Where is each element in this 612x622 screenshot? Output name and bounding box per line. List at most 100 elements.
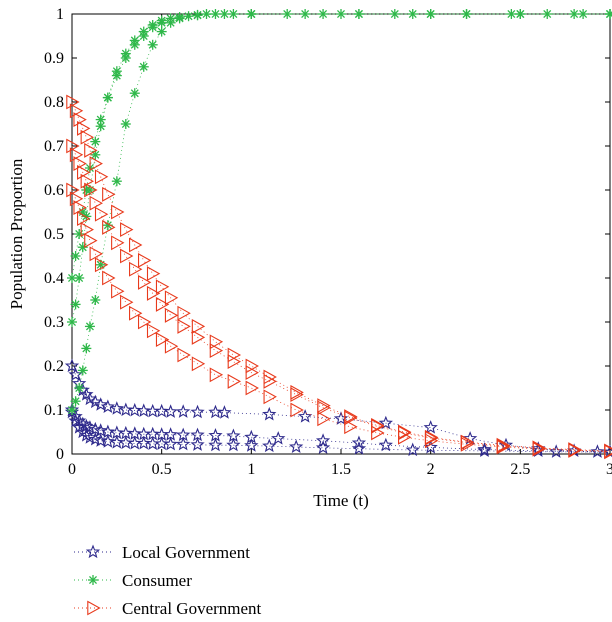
data-point <box>405 442 420 457</box>
series-layer <box>64 9 612 460</box>
data-point <box>177 318 191 334</box>
legend-marker <box>88 575 98 585</box>
data-point <box>315 440 331 454</box>
y-tick-label: 0.5 <box>44 226 64 243</box>
legend-entry: Central Government <box>74 599 262 618</box>
data-point <box>164 338 179 354</box>
data-point <box>90 295 101 305</box>
data-point <box>226 437 241 452</box>
data-point <box>120 48 131 59</box>
data-point <box>176 404 191 418</box>
x-tick-label: 1 <box>247 461 255 478</box>
data-point <box>68 413 83 428</box>
data-point <box>496 439 511 455</box>
data-point <box>163 436 178 451</box>
data-point <box>146 266 161 282</box>
data-point <box>111 283 125 299</box>
x-tick-label: 2.5 <box>510 461 530 478</box>
data-point <box>120 119 131 129</box>
data-point <box>424 433 439 449</box>
data-point <box>93 423 108 437</box>
data-point <box>371 425 385 441</box>
data-point <box>407 9 418 19</box>
data-point <box>289 439 304 454</box>
data-point <box>93 433 108 447</box>
data-point <box>90 136 101 147</box>
data-point <box>137 274 152 290</box>
legend-label: Consumer <box>122 571 192 590</box>
data-point <box>129 305 143 321</box>
y-tick-label: 0.7 <box>44 138 64 155</box>
y-tick-label: 0.1 <box>44 402 64 419</box>
x-tick-label: 0.5 <box>152 461 172 478</box>
data-point <box>208 437 223 452</box>
data-point <box>156 15 167 26</box>
data-point <box>129 237 143 253</box>
data-point <box>177 347 191 363</box>
y-tick-label: 0 <box>56 446 64 463</box>
data-point <box>317 400 331 416</box>
data-point <box>315 433 331 447</box>
x-tick-label: 1.5 <box>331 461 351 478</box>
legend-label: Local Government <box>122 543 250 562</box>
data-point <box>84 142 98 158</box>
legend-entry: Consumer <box>74 571 192 590</box>
x-tick-label: 0 <box>68 461 76 478</box>
data-point <box>209 334 224 350</box>
data-point <box>317 411 331 427</box>
data-point <box>120 222 134 238</box>
data-point <box>590 444 605 458</box>
data-point <box>344 410 358 426</box>
data-point <box>74 229 85 239</box>
data-point <box>177 305 191 321</box>
y-tick-labels: 0 0.1 0.2 0.3 0.4 0.5 0.6 0.7 0.8 0.9 1 <box>44 6 64 463</box>
data-point <box>89 195 103 211</box>
data-point <box>102 219 116 235</box>
data-point <box>67 405 77 415</box>
data-point <box>129 35 140 46</box>
data-point <box>146 285 161 301</box>
data-point <box>209 367 224 383</box>
data-point <box>191 318 206 334</box>
data-point <box>80 129 94 145</box>
data-point <box>219 9 230 19</box>
y-tick-label: 0.9 <box>44 50 64 67</box>
data-point <box>227 373 242 389</box>
data-point <box>67 273 77 283</box>
data-point <box>138 26 149 37</box>
data-point <box>246 9 257 19</box>
data-point <box>138 61 149 72</box>
data-point <box>120 248 134 264</box>
data-point <box>82 391 98 406</box>
data-point <box>84 233 98 249</box>
series-curve <box>66 182 612 460</box>
series-line <box>71 145 611 452</box>
data-point <box>245 365 259 381</box>
series-line <box>71 13 610 411</box>
data-point <box>460 436 475 452</box>
data-point <box>155 332 170 348</box>
data-point <box>137 314 152 330</box>
data-point <box>425 9 436 19</box>
data-point <box>147 20 158 30</box>
data-point <box>73 200 87 216</box>
x-tick-label: 3 <box>606 461 612 478</box>
data-point <box>190 404 205 419</box>
data-point <box>155 279 170 295</box>
data-point <box>604 444 612 460</box>
data-point <box>174 13 185 24</box>
data-point <box>147 39 158 50</box>
data-point <box>146 323 161 339</box>
data-point <box>271 431 286 445</box>
series-line <box>71 365 611 453</box>
data-point <box>70 251 81 261</box>
data-point <box>336 9 346 19</box>
data-point <box>164 290 179 306</box>
data-point <box>137 252 152 268</box>
data-point <box>190 437 205 451</box>
data-point <box>398 429 412 445</box>
y-tick-label: 0.8 <box>44 94 64 111</box>
x-tick-labels: 0 0.5 1 1.5 2 2.5 3 <box>68 461 612 478</box>
legend-marker <box>87 600 101 616</box>
